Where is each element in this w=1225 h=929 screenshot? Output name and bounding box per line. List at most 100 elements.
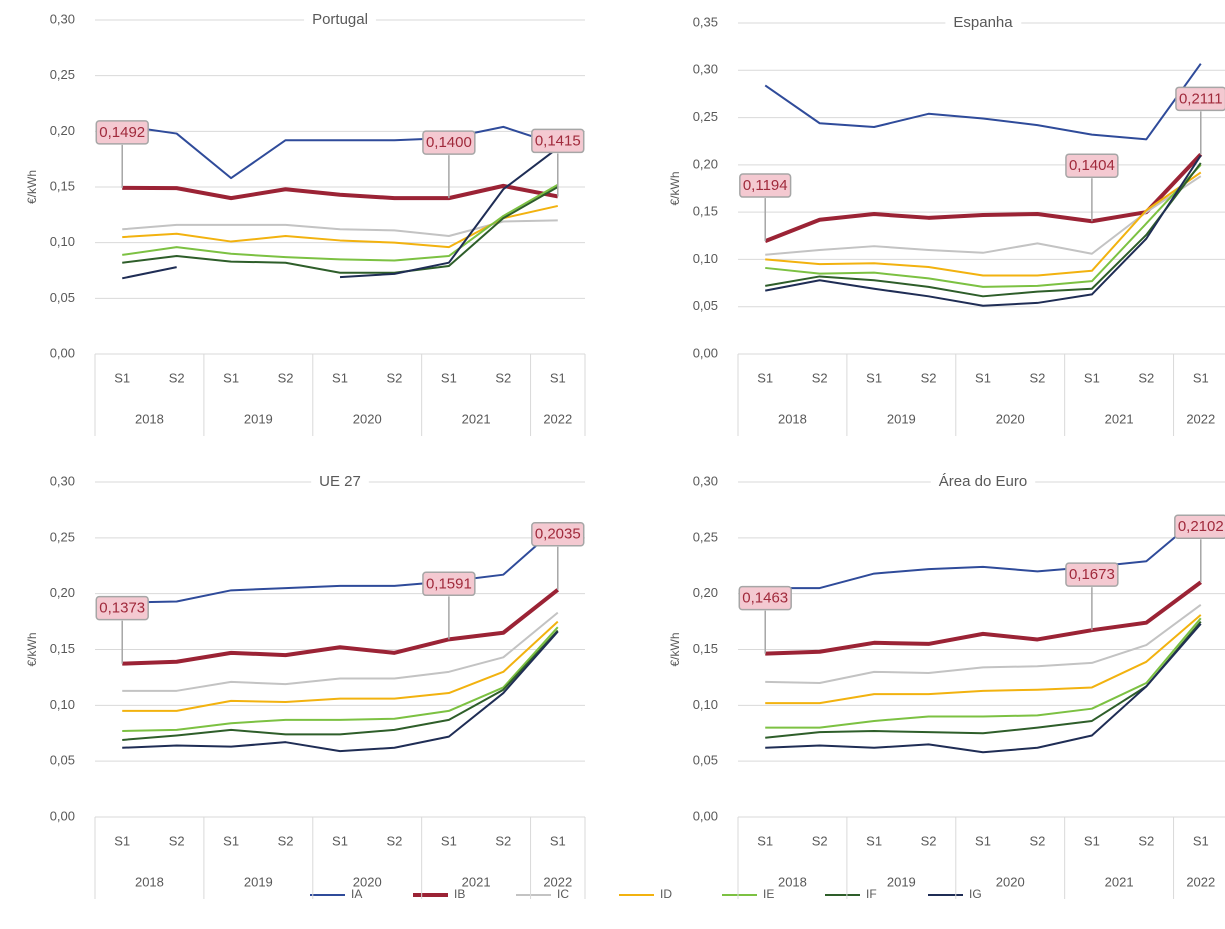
y-tick-label: 0,15 (50, 178, 75, 193)
series-line (122, 588, 560, 666)
x-tick-label: S1 (441, 370, 457, 385)
x-group-label: 2019 (244, 411, 273, 426)
y-tick-label: 0,15 (50, 641, 75, 656)
x-group-label: 2019 (887, 874, 916, 889)
legend-label: IB (454, 887, 465, 901)
series-line (765, 162, 1202, 298)
y-tick-label: 0,10 (50, 697, 75, 712)
series-line (122, 186, 559, 274)
callout-box (422, 130, 476, 155)
chart-title: Espanha (953, 14, 1013, 31)
y-tick-label: 0,05 (50, 753, 75, 768)
data-label: 0,2102 (1178, 518, 1224, 535)
x-group-label: 2018 (778, 874, 807, 889)
y-tick-label: 0,15 (693, 641, 718, 656)
callout-box (531, 128, 585, 154)
data-label: 0,2035 (535, 526, 581, 543)
series-line (765, 620, 1202, 739)
data-label: 0,1492 (99, 124, 145, 141)
y-tick-label: 0,05 (50, 290, 75, 305)
x-tick-label: S1 (975, 370, 991, 385)
x-tick-label: S1 (866, 370, 882, 385)
chart-title: Área do Euro (939, 473, 1027, 490)
callout-box (1065, 562, 1119, 587)
series-line (122, 147, 559, 280)
series-line (765, 154, 1202, 307)
x-tick-label: S2 (1138, 370, 1154, 385)
y-tick-label: 0,25 (693, 529, 718, 544)
y-tick-label: 0,00 (50, 345, 75, 360)
chart-title: UE 27 (319, 473, 361, 490)
y-tick-label: 0,35 (693, 14, 718, 29)
callout-box (738, 585, 792, 611)
y-axis-label: €/kWh (668, 632, 682, 666)
x-tick-label: S2 (386, 833, 402, 848)
y-tick-label: 0,30 (693, 62, 718, 77)
data-label: 0,1673 (1069, 566, 1115, 583)
y-tick-label: 0,00 (693, 345, 718, 360)
x-tick-label: S2 (495, 370, 511, 385)
y-tick-label: 0,05 (693, 753, 718, 768)
x-group-label: 2019 (887, 411, 916, 426)
series-line (122, 629, 559, 741)
y-tick-label: 0,00 (693, 808, 718, 823)
data-label: 0,1463 (742, 590, 788, 607)
series-line (765, 580, 1202, 656)
x-group-label: 2021 (462, 411, 491, 426)
x-tick-label: S1 (1084, 833, 1100, 848)
data-label: 0,1400 (426, 134, 472, 151)
y-tick-label: 0,30 (50, 11, 75, 26)
x-group-label: 2022 (1186, 874, 1215, 889)
y-tick-label: 0,30 (693, 473, 718, 488)
x-group-label: 2022 (543, 411, 572, 426)
callout-box (95, 120, 149, 145)
y-tick-label: 0,25 (50, 67, 75, 82)
data-label: 0,1591 (426, 575, 472, 592)
x-tick-label: S2 (1138, 833, 1154, 848)
x-tick-label: S2 (921, 833, 937, 848)
data-label: 0,1194 (743, 177, 788, 194)
x-tick-label: S1 (332, 370, 348, 385)
x-tick-label: S2 (278, 370, 294, 385)
x-tick-label: S2 (921, 370, 937, 385)
x-tick-label: S1 (332, 833, 348, 848)
chart-title: Portugal (312, 11, 368, 28)
y-tick-label: 0,20 (50, 123, 75, 138)
y-axis-label: €/kWh (25, 632, 39, 666)
x-group-label: 2018 (135, 874, 164, 889)
x-tick-label: S2 (1029, 833, 1045, 848)
title-background (311, 472, 369, 490)
x-tick-label: S2 (169, 833, 185, 848)
series-line (122, 204, 558, 249)
x-group-label: 2022 (543, 874, 572, 889)
callout-box (95, 595, 149, 621)
y-tick-label: 0,20 (50, 585, 75, 600)
x-tick-label: S1 (1193, 833, 1209, 848)
y-tick-label: 0,30 (50, 473, 75, 488)
legend-label: IF (866, 887, 877, 901)
x-tick-label: S1 (223, 833, 239, 848)
series-line (765, 164, 1202, 288)
callout-box (531, 521, 585, 547)
legend-label: IE (763, 887, 774, 901)
legend-label: IG (969, 887, 982, 901)
x-group-label: 2019 (244, 874, 273, 889)
series-line (122, 626, 559, 733)
callout-box (739, 173, 792, 198)
y-tick-label: 0,10 (693, 697, 718, 712)
x-tick-label: S1 (114, 370, 130, 385)
callout-box (1065, 153, 1119, 178)
series-line (765, 175, 1202, 256)
series-line (122, 611, 559, 692)
y-tick-label: 0,25 (693, 109, 718, 124)
series-line (122, 219, 558, 237)
x-tick-label: S1 (441, 833, 457, 848)
data-label: 0,1404 (1069, 157, 1115, 174)
legend-label: IA (351, 887, 362, 901)
series-line (765, 171, 1202, 277)
x-tick-label: S2 (169, 370, 185, 385)
x-group-label: 2021 (1105, 411, 1134, 426)
series-line (122, 620, 559, 712)
x-group-label: 2022 (1186, 411, 1215, 426)
data-label: 0,1373 (99, 600, 145, 617)
